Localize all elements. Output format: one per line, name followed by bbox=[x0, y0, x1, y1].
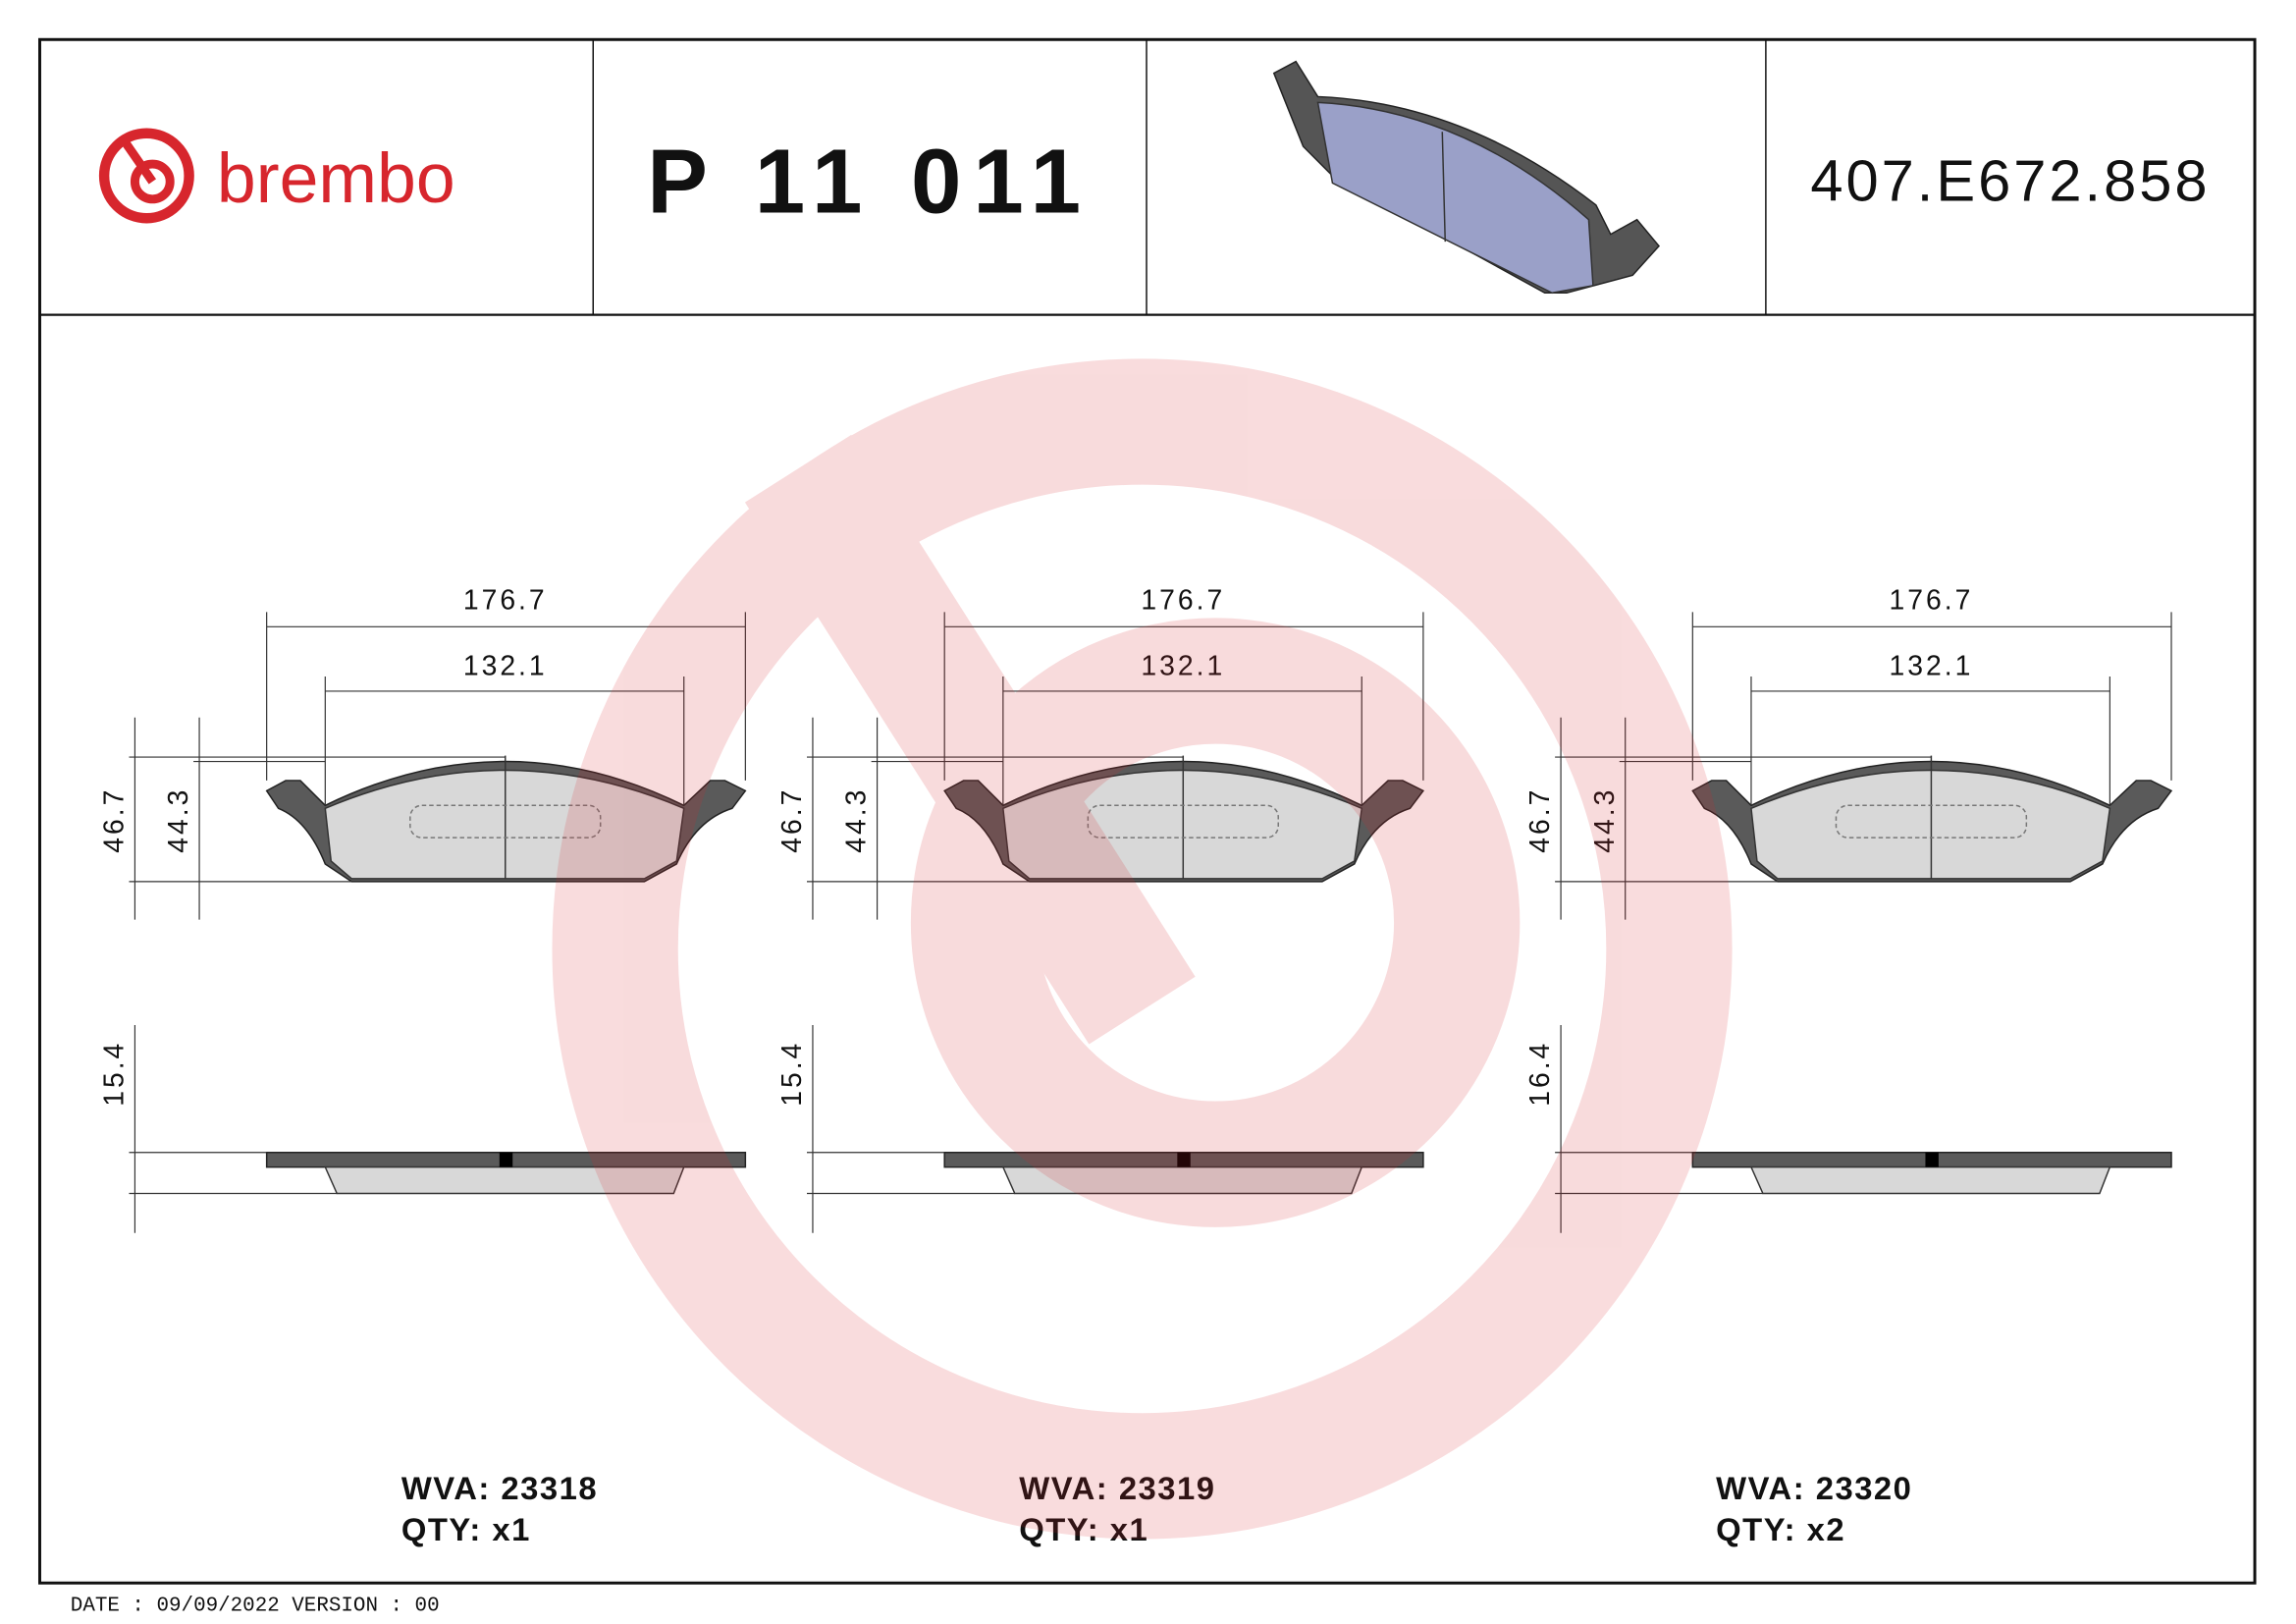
dimension-label: 132.1 bbox=[463, 651, 548, 682]
dimension-line bbox=[1555, 612, 2172, 920]
side-friction bbox=[324, 1165, 685, 1195]
dimension-label: 15.4 bbox=[98, 1041, 130, 1107]
dimension-label: 44.3 bbox=[163, 787, 194, 853]
dimension-line bbox=[806, 612, 1424, 920]
brand-name: brembo bbox=[217, 139, 455, 218]
dimension-line bbox=[806, 1025, 1015, 1233]
qty-label: QTY: x1 bbox=[401, 1511, 531, 1547]
qty-label: QTY: x1 bbox=[1019, 1511, 1148, 1547]
dimension-line bbox=[129, 612, 746, 920]
dimension-label: 176.7 bbox=[1141, 584, 1225, 616]
dimension-label: 46.7 bbox=[776, 787, 808, 853]
detail bbox=[1835, 804, 2028, 839]
reference-code: 407.E672.858 bbox=[1810, 147, 2210, 213]
views: 176.7 132.1 46.7 44.3 15.4 176.7 132.1 46.7 44.3… bbox=[98, 584, 2173, 1233]
pad-illustration bbox=[1272, 60, 1660, 295]
watermark bbox=[552, 358, 1733, 1540]
pad-view: 176.7 132.1 46.7 44.3 15.4 bbox=[98, 584, 747, 1233]
dimension-label: 46.7 bbox=[98, 787, 130, 853]
dimension-label: 46.7 bbox=[1524, 787, 1556, 853]
dimension-label: 132.1 bbox=[1890, 651, 1974, 682]
dimension-label: 44.3 bbox=[841, 787, 873, 853]
side-marker bbox=[1177, 1152, 1191, 1167]
brand-logo bbox=[98, 128, 194, 224]
qty-label: QTY: x2 bbox=[1716, 1511, 1845, 1547]
pad-view: 176.7 132.1 46.7 44.3 15.4 bbox=[776, 584, 1425, 1233]
dimension-label: 44.3 bbox=[1589, 787, 1621, 853]
wva-label: WVA: 23320 bbox=[1716, 1470, 1912, 1506]
side-friction bbox=[1749, 1165, 2111, 1195]
dimension-line bbox=[129, 1025, 338, 1233]
side-friction bbox=[1001, 1165, 1363, 1195]
dimension-label: 16.4 bbox=[1524, 1041, 1556, 1107]
detail bbox=[1087, 804, 1279, 839]
wva-label: WVA: 23319 bbox=[1019, 1470, 1215, 1506]
dimension-line bbox=[1555, 1025, 1763, 1233]
dimension-label: 176.7 bbox=[463, 584, 548, 616]
dimension-label: 132.1 bbox=[1141, 651, 1225, 682]
side-marker bbox=[499, 1152, 513, 1167]
side-marker bbox=[1925, 1152, 1939, 1167]
wva-label: WVA: 23318 bbox=[401, 1470, 598, 1506]
part-number: P 11 011 bbox=[647, 130, 1093, 232]
footer-date: DATE : 09/09/2022 VERSION : 00 bbox=[71, 1596, 440, 1618]
dimension-label: 15.4 bbox=[776, 1041, 808, 1107]
dimension-label: 176.7 bbox=[1890, 584, 1974, 616]
detail bbox=[409, 804, 602, 839]
pad-view: 176.7 132.1 46.7 44.3 16.4 bbox=[1524, 584, 2173, 1233]
